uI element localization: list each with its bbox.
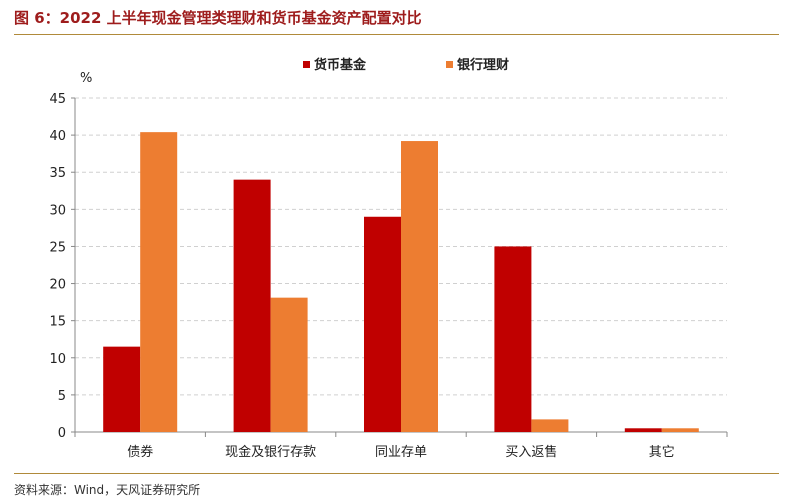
bar-series-2 [401, 141, 438, 432]
top-divider [14, 34, 779, 35]
bottom-divider [14, 473, 779, 474]
tick-labels: 0 5 10 15 20 25 30 35 40 45 债券 现金及银行存款 同业存单 买入返售 其它 [49, 92, 674, 460]
y-tick-label: 10 [49, 352, 66, 367]
bar-series-2 [661, 428, 699, 432]
bar-series-1 [624, 428, 662, 432]
y-tick-label: 30 [49, 203, 66, 218]
x-tick-label: 现金及银行存款 [225, 444, 316, 460]
y-tick-label: 40 [49, 129, 66, 144]
bar-series-1 [103, 346, 141, 432]
y-tick-label: 15 [49, 315, 66, 330]
x-tick-label: 债券 [127, 444, 153, 460]
source-note: 资料来源：Wind，天风证券研究所 [14, 483, 201, 497]
legend-label: 银行理财 [457, 57, 509, 73]
x-tick-label: 买入返售 [505, 444, 557, 460]
bar-series-1 [233, 179, 271, 432]
bar-series-1 [364, 216, 401, 432]
y-tick-label: 25 [49, 240, 66, 255]
bar-chart: 0 5 10 15 20 25 30 35 40 45 债券 现金及银行存款 同业存单 买入返售 其它 货币… [49, 57, 728, 460]
bars [103, 132, 699, 433]
bar-series-2 [531, 419, 569, 432]
y-tick-label: 35 [49, 166, 66, 181]
legend: 货币基金 银行理财 [303, 57, 509, 73]
bar-series-1 [494, 246, 532, 432]
y-tick-label: 20 [49, 278, 66, 293]
y-axis-unit-label: % [80, 71, 92, 86]
legend-swatch [303, 61, 310, 68]
x-tick-label: 其它 [649, 444, 675, 460]
y-tick-label: 0 [58, 426, 66, 441]
legend-swatch [446, 61, 453, 68]
x-tick-label: 同业存单 [375, 445, 427, 460]
y-tick-label: 5 [58, 389, 66, 404]
legend-label: 货币基金 [314, 57, 367, 73]
bar-series-2 [140, 132, 178, 433]
y-tick-label: 45 [49, 92, 66, 107]
bar-series-2 [270, 297, 308, 432]
figure-title: 图 6：2022 上半年现金管理类理财和货币基金资产配置对比 [14, 9, 422, 27]
